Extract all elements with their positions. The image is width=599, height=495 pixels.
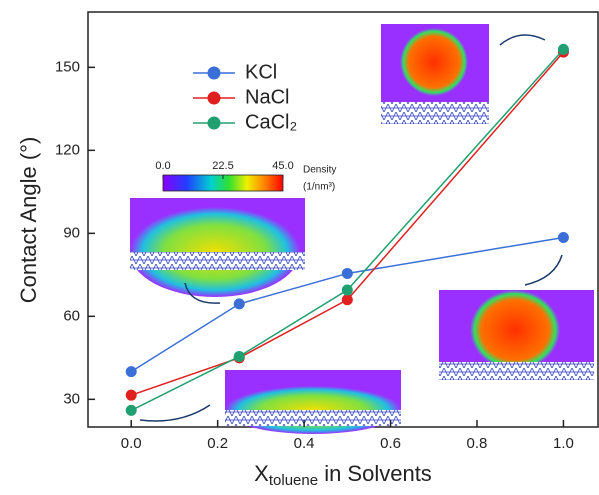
- inset-right: [439, 290, 594, 380]
- colorbar-tick-label: 0.0: [155, 160, 170, 172]
- x-tick-label: 0.6: [380, 435, 401, 452]
- y-tick-label: 90: [63, 224, 80, 241]
- legend-label: KCl: [245, 61, 277, 83]
- x-label-sub: toluene: [269, 472, 318, 489]
- inset-left: [130, 198, 305, 297]
- data-point: [125, 389, 137, 401]
- series-line: [130, 48, 564, 412]
- y-tick-label: 60: [63, 307, 80, 324]
- x-label-main: X: [254, 461, 269, 486]
- colorbar-title: Density: [303, 165, 336, 176]
- x-tick-label: 0.0: [121, 435, 142, 452]
- y-tick-label: 30: [63, 390, 80, 407]
- inset-bottom: [225, 370, 401, 434]
- x-tick-label: 0.8: [467, 435, 488, 452]
- legend-marker: [207, 66, 221, 80]
- data-point: [557, 43, 569, 55]
- data-point: [125, 366, 137, 378]
- x-label-rest: in Solvents: [318, 461, 432, 486]
- arrows: [139, 34, 563, 422]
- data-point: [125, 404, 137, 416]
- colorbar-tick-label: 22.5: [212, 160, 233, 172]
- data-point: [341, 267, 353, 279]
- series-line: [130, 51, 564, 396]
- x-tick-label: 0.2: [207, 435, 228, 452]
- x-axis-label: Xtoluene in Solvents: [254, 461, 432, 489]
- x-tick-label: 1.0: [553, 435, 574, 452]
- data-point: [341, 294, 353, 306]
- legend-label: NaCl: [245, 86, 289, 108]
- inset-top: [381, 24, 489, 124]
- data-point: [341, 284, 353, 296]
- colorbar-unit: (1/nm³): [303, 182, 335, 193]
- data-point: [233, 298, 245, 310]
- x-tick-label: 0.4: [294, 435, 315, 452]
- legend-marker: [207, 116, 221, 130]
- y-tick-label: 120: [55, 141, 80, 158]
- y-tick-label: 150: [55, 58, 80, 75]
- legend-label: CaCl₂: [245, 111, 297, 133]
- colorbar-tick-label: 45.0: [272, 160, 293, 172]
- legend-marker: [207, 91, 221, 105]
- y-axis-label: Contact Angle (°): [16, 137, 41, 304]
- data-point: [557, 231, 569, 243]
- data-point: [233, 350, 245, 362]
- series-line: [130, 236, 564, 373]
